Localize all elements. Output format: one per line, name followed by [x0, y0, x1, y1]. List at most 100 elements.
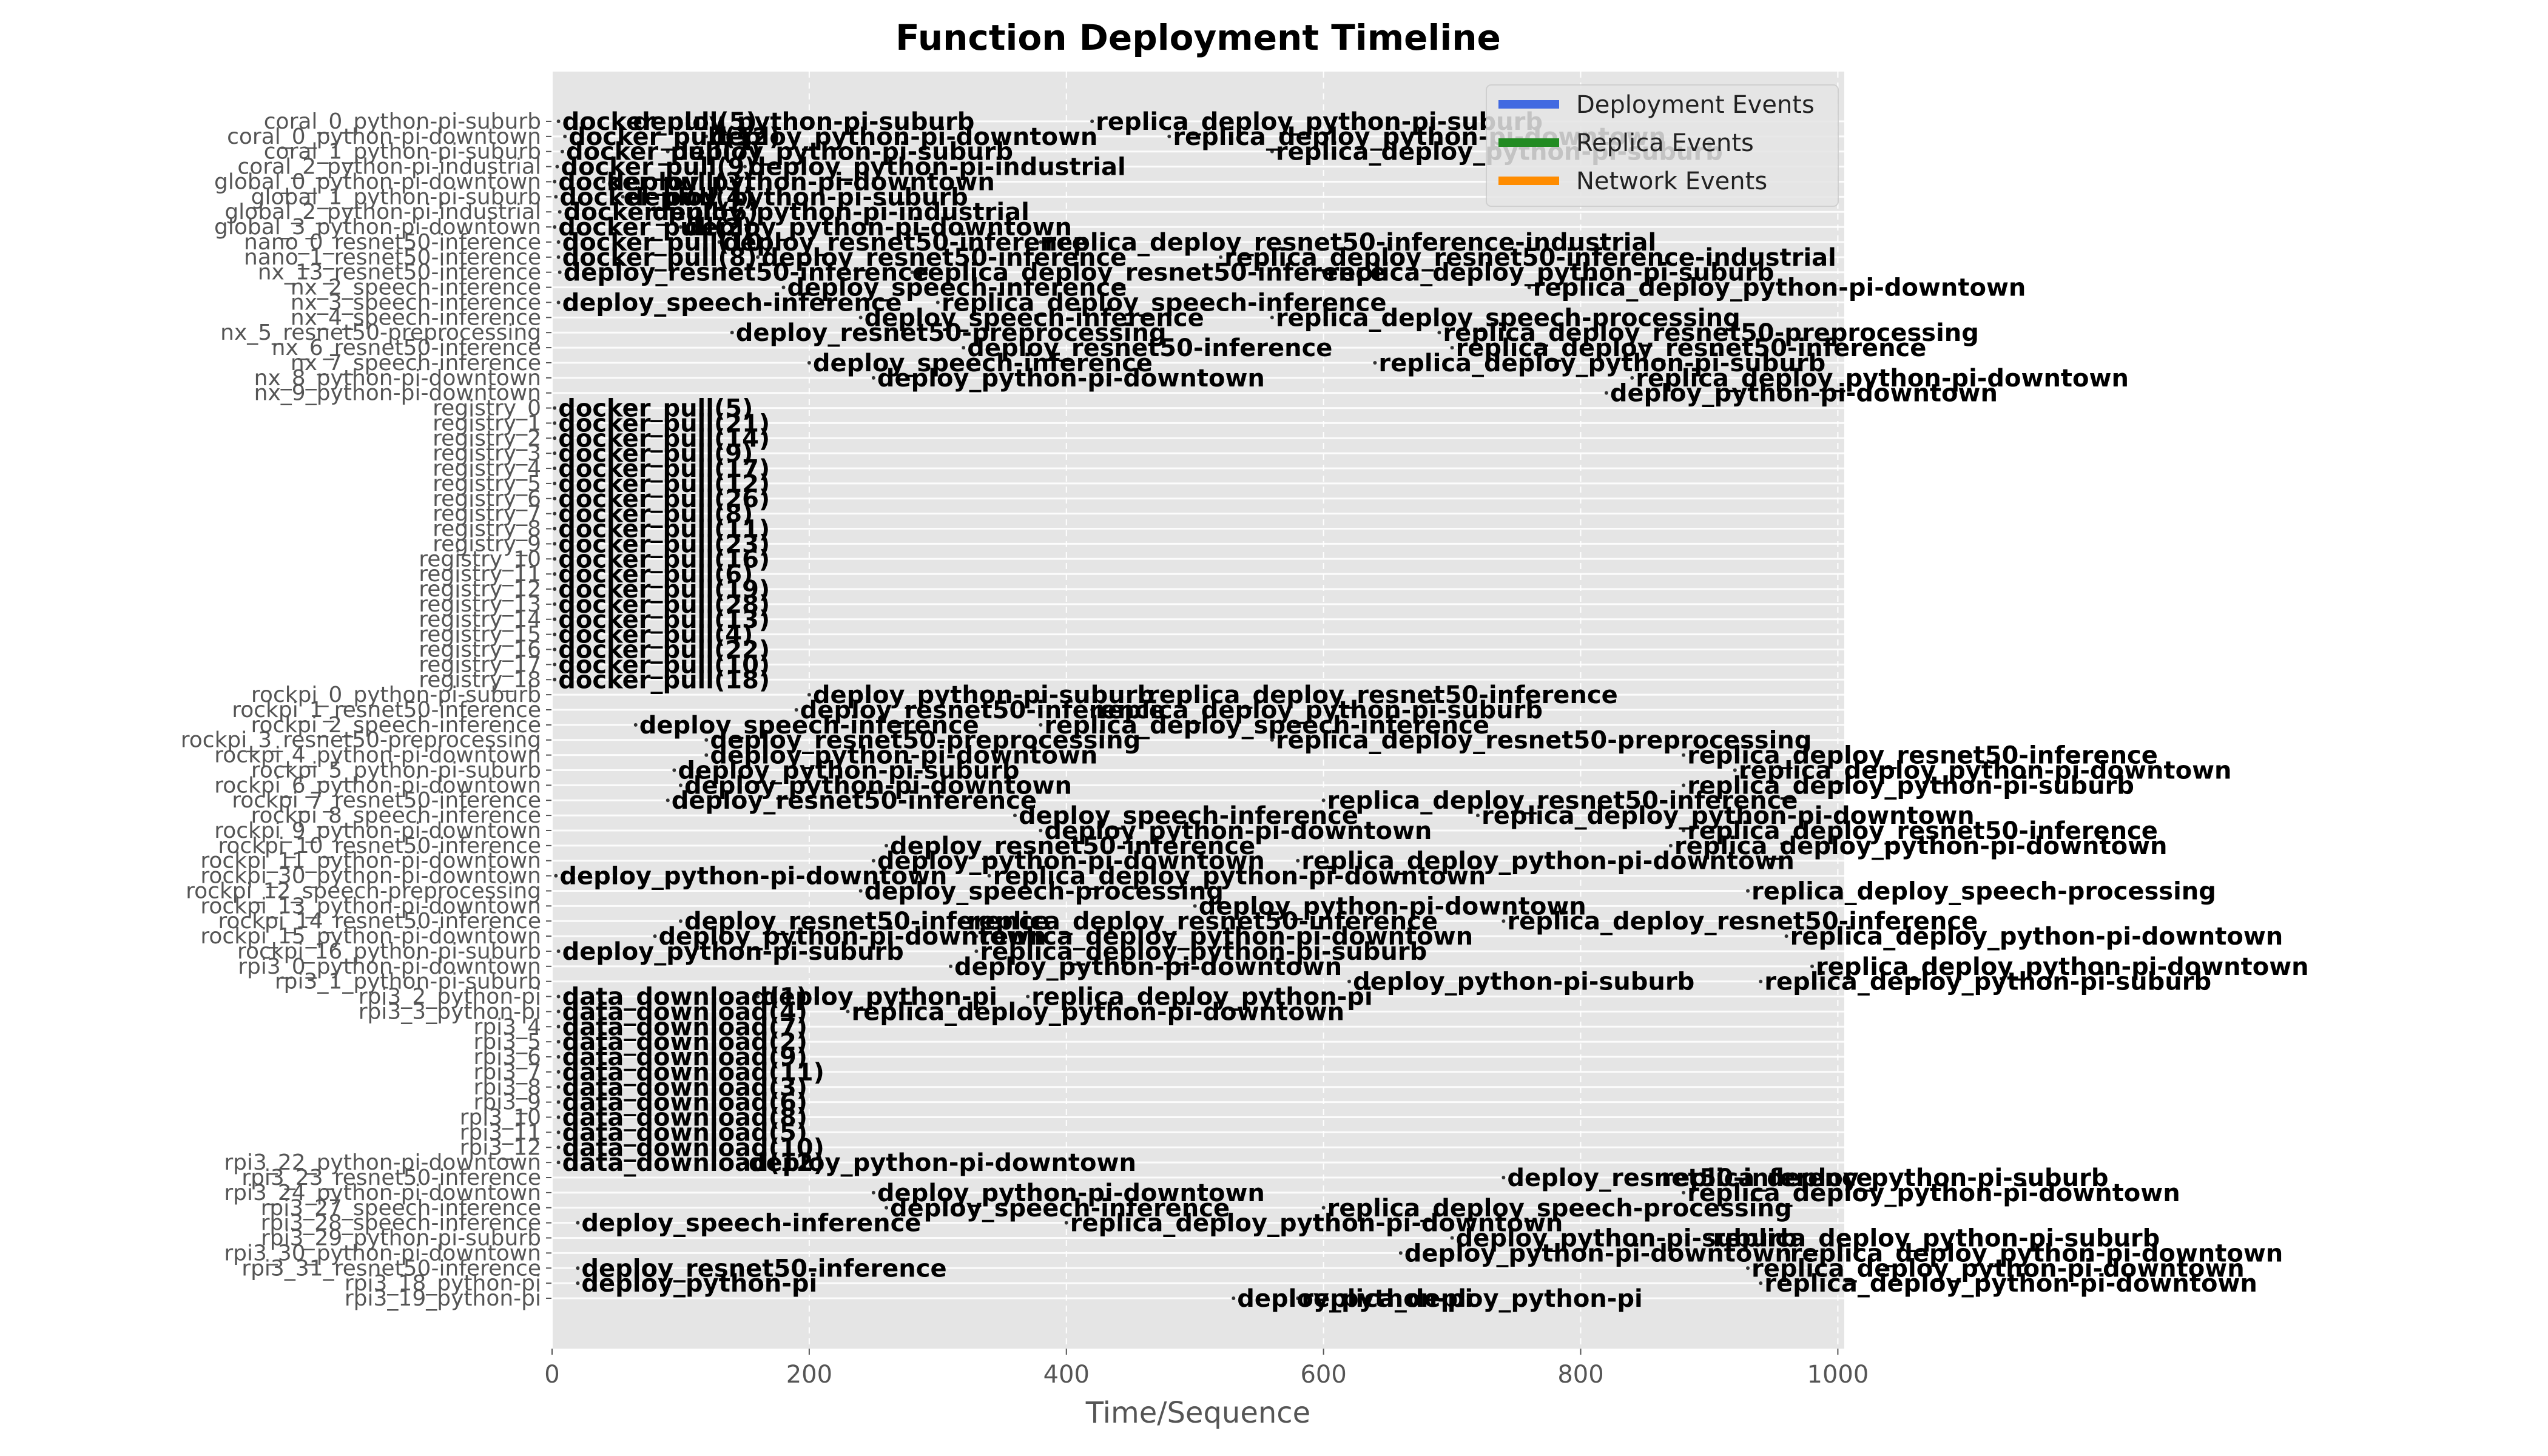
event-marker [1296, 858, 1300, 863]
y-axis-label: rpi3_9 [474, 1090, 541, 1115]
y-axis-label: registry_14 [419, 607, 541, 632]
event-marker [781, 285, 786, 289]
event-label: replica_deploy_python-pi-downtown [1739, 757, 2232, 784]
event-marker [1668, 843, 1673, 848]
event-label: deploy_python-pi-downtown [710, 742, 1097, 770]
event-marker [1450, 346, 1454, 350]
event-label: deploy_speech-processing [864, 877, 1224, 905]
y-axis-label: coral_2_python-pi-industrial [237, 155, 541, 180]
y-axis-label: nx_8_python-pi-downtown [254, 366, 541, 391]
event-label: data_download(6) [562, 1089, 807, 1117]
event-label: replica_deploy_python-pi-downtown [1751, 1255, 2245, 1282]
event-label: docker_pull(28) [558, 591, 770, 619]
y-axis-label: rockpi_16_python-pi-suburb [237, 939, 541, 964]
event-label: docker_pull(13) [558, 606, 770, 634]
event-label: docker_pull(6) [558, 561, 753, 588]
event-label: deploy_resnet50-inference [581, 1255, 946, 1282]
event-label: data_download(2) [562, 1028, 807, 1056]
event-marker [871, 376, 875, 380]
event-marker [1759, 979, 1763, 983]
event-label: replica_deploy_python-pi-downtown [993, 863, 1486, 891]
event-label: deploy_python-pi-downtown [877, 1179, 1265, 1207]
y-axis-label: rockpi_1_resnet50-inference [232, 698, 541, 723]
event-label: replica_deploy_python-pi-downtown [980, 923, 1473, 951]
event-label: deploy_python-pi-suburb [627, 183, 968, 211]
legend-label: Replica Events [1576, 129, 1754, 157]
event-label: replica_deploy_resnet50-inference-indust… [1224, 244, 1836, 272]
event-label: replica_deploy_python-pi-downtown [1790, 1239, 2283, 1267]
event-label: deploy_resnet50-inference [684, 908, 1050, 935]
y-axis-label: rockpi_30_python-pi-downtown [200, 864, 541, 889]
event-label: docker_pull(26) [558, 485, 770, 513]
y-axis-label: rpi3_11 [460, 1120, 541, 1145]
event-marker [717, 240, 721, 244]
event-label: docker_pull(21) [558, 410, 770, 437]
event-marker [1398, 1251, 1403, 1255]
y-axis-label: registry_5 [433, 471, 541, 496]
event-marker [576, 1221, 580, 1225]
event-marker [1026, 994, 1030, 999]
event-marker [871, 858, 875, 863]
event-marker [871, 1190, 875, 1195]
event-marker [601, 180, 605, 184]
event-label: docker_pull(22) [558, 636, 770, 664]
y-axis-label: global_0_python-pi-downtown [214, 169, 541, 194]
event-marker [962, 919, 966, 923]
event-label: replica_deploy_resnet50-inference-indust… [1044, 229, 1656, 257]
event-marker [554, 195, 558, 199]
event-label: replica_deploy_python-pi-downtown [1790, 923, 2283, 951]
event-marker [885, 1205, 889, 1210]
y-axis-label: rpi3_24_python-pi-downtown [224, 1181, 541, 1205]
event-label: replica_deploy_resnet50-inference [1687, 817, 2158, 845]
event-label: replica_deploy_python-pi-suburb [980, 938, 1427, 966]
event-marker [556, 1115, 561, 1119]
event-label: replica_deploy_python-pi-suburb [1713, 1225, 2160, 1253]
event-marker [858, 889, 863, 893]
event-label: docker_pull(16) [558, 545, 770, 573]
event-marker [553, 180, 557, 184]
event-marker [1450, 1236, 1454, 1240]
event-marker [1270, 738, 1274, 742]
event-label: replica_deploy_resnet50-inference [1327, 787, 1798, 815]
y-axis-label: rockpi_5_python-pi-suburb [251, 758, 541, 783]
event-marker [646, 210, 650, 214]
event-marker [1039, 828, 1043, 832]
event-label: replica_deploy_speech-processing [1276, 304, 1741, 332]
y-axis-label: registry_2 [433, 426, 541, 451]
y-axis-label: rpi3_30_python-pi-downtown [224, 1241, 541, 1266]
event-label: replica_deploy_python-pi-downtown [1481, 802, 1975, 830]
event-label: replica_deploy_resnet50-inference [967, 908, 1438, 935]
event-label: replica_deploy_python-pi-suburb [1764, 968, 2211, 996]
event-marker [556, 1130, 561, 1134]
event-label: replica_deploy_python-pi-suburb [1662, 1164, 2109, 1192]
event-marker [666, 149, 670, 153]
legend-box [1486, 84, 1839, 207]
event-label: replica_deploy_resnet50-inference [1687, 742, 2158, 770]
y-axis-label: nx_4_speech-inference [291, 305, 541, 330]
y-axis-label: coral_1_python-pi-suburb [264, 140, 541, 164]
y-axis-label: rockpi_4_python-pi-downtown [214, 743, 541, 768]
event-marker [556, 1040, 561, 1044]
event-marker [556, 1009, 561, 1014]
chart-title: Function Deployment Timeline [895, 17, 1501, 58]
y-axis-label: rockpi_14_resnet50-inference [218, 909, 541, 934]
event-marker [1733, 768, 1737, 772]
event-label: data_download(5) [562, 1119, 807, 1147]
y-axis-label: rockpi_9_python-pi-downtown [214, 818, 541, 843]
y-axis-label: rpi3_8 [474, 1075, 541, 1100]
event-label: data_download(1) [562, 983, 807, 1011]
y-axis-label: rockpi_12_speech-preprocessing [186, 878, 541, 903]
event-label: data_download(7) [562, 1013, 807, 1041]
y-axis-label: registry_6 [433, 487, 541, 511]
event-marker [987, 874, 991, 878]
event-label: docker_pull(11) [558, 516, 770, 544]
event-marker [556, 255, 561, 259]
event-label: deploy_speech-inference [813, 349, 1153, 377]
event-label: deploy_python-pi-downtown [1044, 817, 1432, 845]
y-axis-label: rpi3_27_speech-inference [261, 1196, 541, 1221]
event-label: replica_deploy_resnet50-inference [1147, 681, 1618, 709]
event-marker [553, 436, 557, 440]
event-label: deploy_speech-inference [1019, 802, 1358, 830]
event-label: replica_deploy_python-pi [1031, 983, 1372, 1011]
